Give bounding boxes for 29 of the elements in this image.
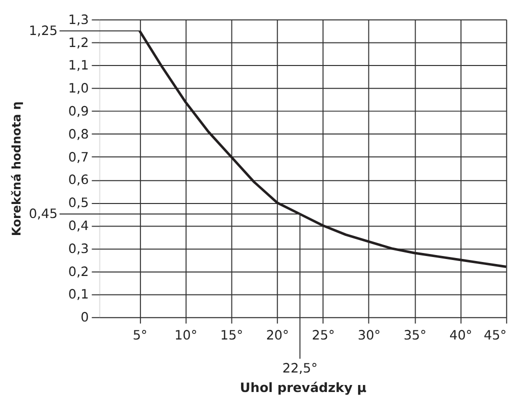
x-tick-label: 15°	[220, 328, 244, 344]
y-tick-label: 0,8	[68, 127, 89, 142]
y-tick-label: 0,2	[68, 264, 89, 280]
line-series	[138, 30, 508, 268]
ref-line-label: 0,45	[28, 207, 58, 222]
y-tick-label: 0,9	[68, 104, 89, 120]
x-tick-label: 40°	[449, 328, 472, 344]
y-tick-label: 0,7	[68, 150, 89, 166]
y-tick-label: 0,1	[68, 288, 89, 303]
x-tick-label: 25°	[312, 328, 335, 344]
y-tick-label: 0,5	[68, 196, 89, 212]
ref-line-label: 1,25	[28, 24, 58, 39]
y-tick-label: 0	[80, 310, 89, 326]
y-axis-title: Korekčná hodnota η	[10, 101, 24, 236]
x-tick-label: 30°	[358, 328, 381, 344]
x-tick-label: 35°	[404, 328, 426, 344]
x-tick-label: 5°	[132, 328, 148, 344]
y-tick-label: 0,4	[68, 218, 89, 234]
x-tick-label: 20°	[266, 328, 289, 344]
y-tick-label: 1,2	[68, 36, 89, 51]
ref-line-label: 22,5°	[282, 362, 318, 377]
x-tick-label: 10°	[174, 328, 198, 344]
y-tick-label: 1,1	[68, 58, 89, 74]
y-tick-label: 1,3	[68, 12, 89, 28]
y-tick-label: 0,3	[68, 242, 89, 257]
y-tick-label: 1,0	[68, 82, 89, 97]
x-tick-label: 45°	[484, 328, 507, 344]
y-tick-label: 0,6	[68, 173, 89, 188]
x-axis-title: Uhol prevádzky μ	[240, 381, 367, 396]
